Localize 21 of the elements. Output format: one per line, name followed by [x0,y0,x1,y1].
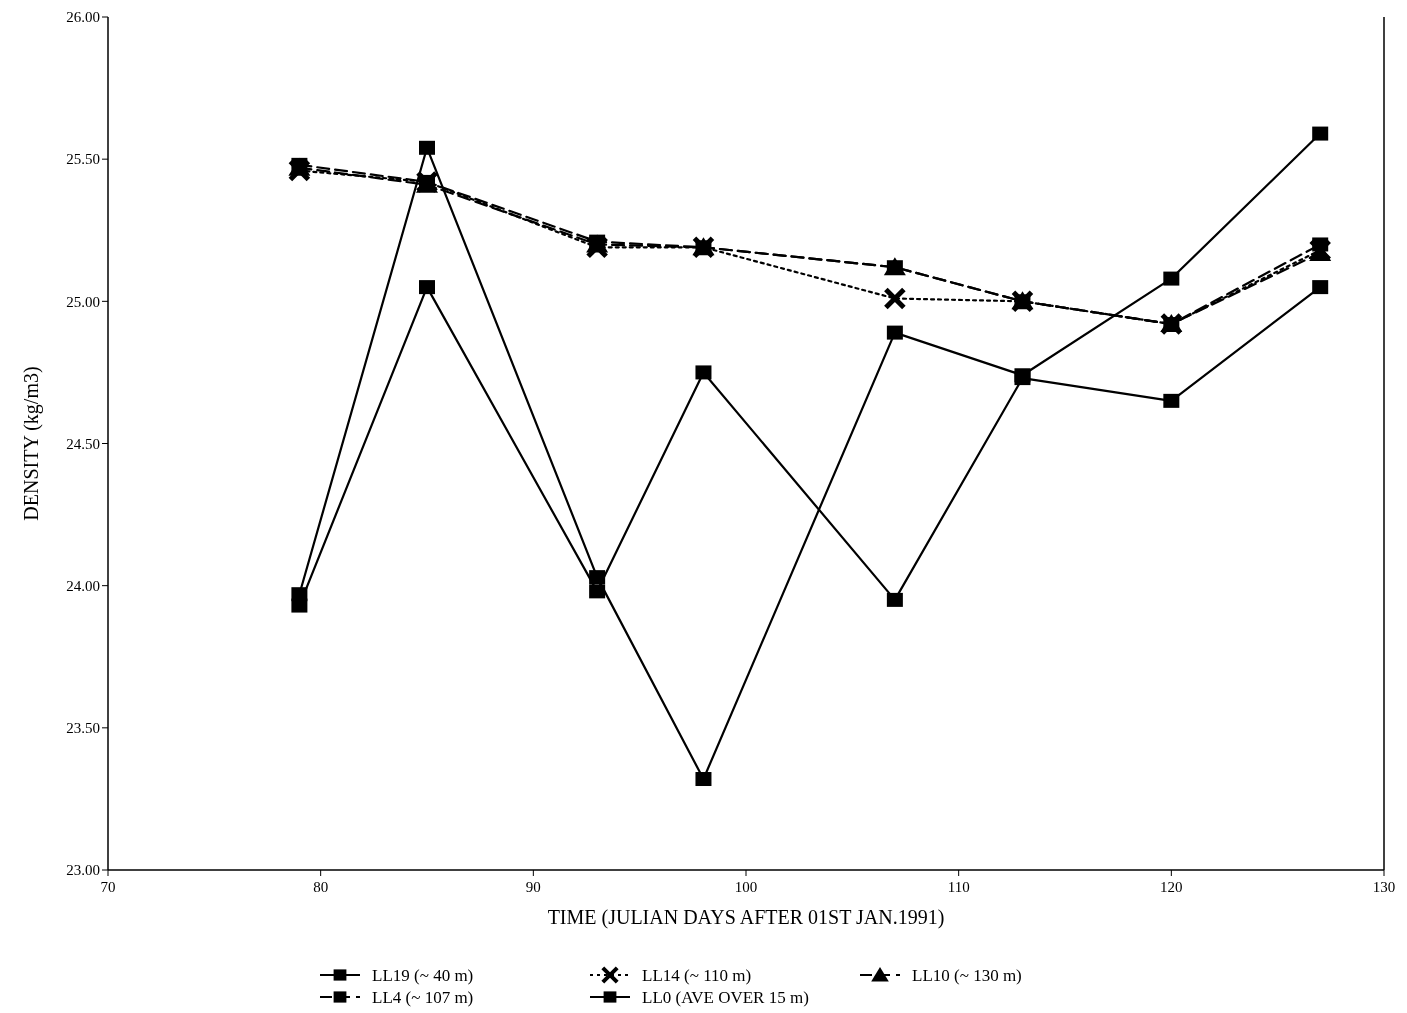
y-tick-label: 25.00 [66,293,100,310]
x-tick-label: 130 [1372,879,1396,895]
y-tick-label: 24.00 [66,577,100,594]
legend-label: LL14 (~ 110 m) [642,965,752,985]
y-tick-label: 25.50 [66,151,100,168]
x-tick-label: 80 [313,879,329,895]
legend-label: LL10 (~ 130 m) [912,965,1022,985]
x-tick-label: 100 [734,879,758,895]
y-axis-title: DENSITY (kg/m3) [20,366,43,521]
y-tick-label: 23.00 [66,862,100,879]
x-tick-label: 120 [1160,879,1183,895]
y-tick-label: 24.50 [66,435,100,452]
legend-label: LL4 (~ 107 m) [372,987,474,1007]
legend-label: LL19 (~ 40 m) [372,965,474,985]
y-tick-label: 26.00 [66,9,100,26]
x-tick-label: 90 [525,879,541,895]
x-tick-label: 110 [947,879,970,895]
y-tick-label: 23.50 [66,720,100,737]
legend-label: LL0 (AVE OVER 15 m) [642,987,809,1007]
x-axis-title: TIME (JULIAN DAYS AFTER 01ST JAN.1991) [547,906,945,929]
x-tick-label: 70 [100,879,116,895]
